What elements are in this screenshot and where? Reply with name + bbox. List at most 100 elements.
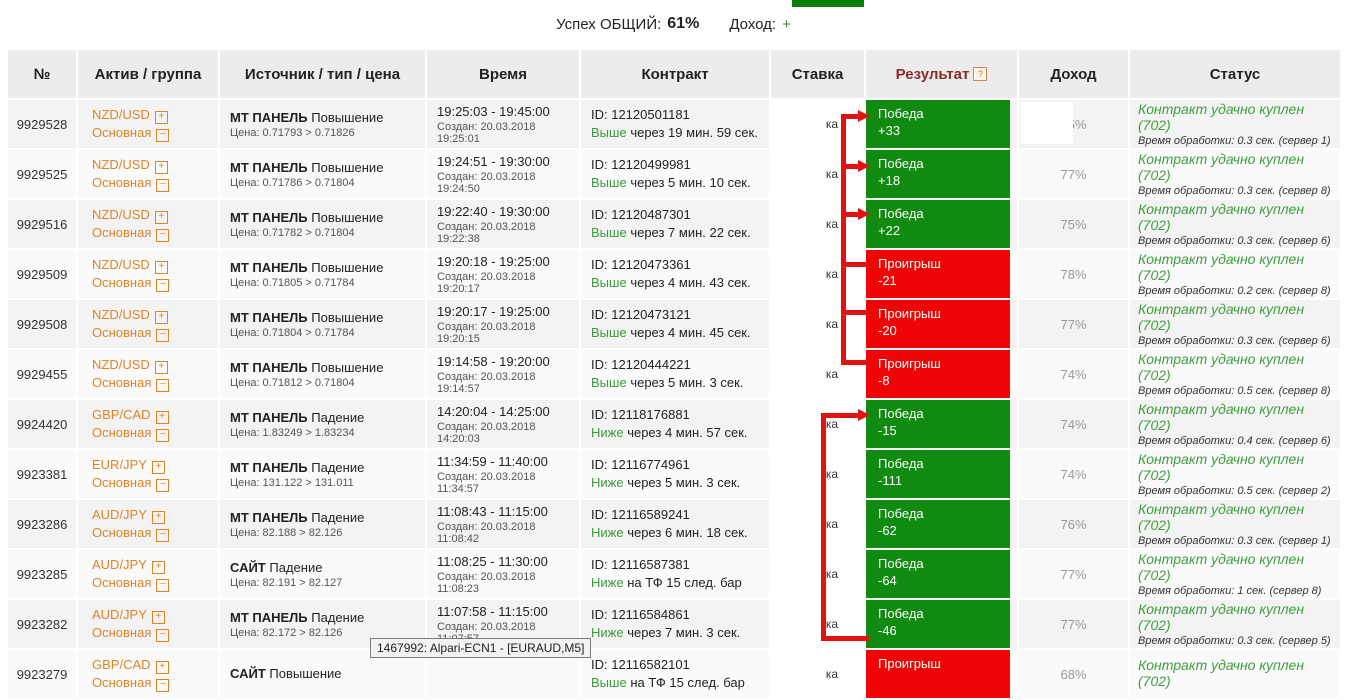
stake-text-fragment: ка xyxy=(825,217,838,231)
price-line: Цена: 0.71793 > 0.71826 xyxy=(230,126,355,139)
group-link[interactable]: Основная xyxy=(92,375,152,390)
source-type-price-cell: МТ ПАНЕЛЬ Падение Цена: 82.188 > 82.126 xyxy=(220,500,425,548)
collapse-minus-icon[interactable]: − xyxy=(156,279,170,292)
time-cell: 19:20:17 - 19:25:00 Создан: 20.03.2018 19… xyxy=(427,300,579,348)
asset-link[interactable]: NZD/USD xyxy=(92,207,150,222)
group-link[interactable]: Основная xyxy=(92,675,152,690)
price-line: Цена: 82.188 > 82.126 xyxy=(230,526,343,539)
direction-word: Ниже xyxy=(591,625,624,640)
contract-cell: ID: 12120499981 Выше через 5 мин. 10 сек. xyxy=(581,150,769,198)
result-value: -20 xyxy=(878,323,897,338)
contract-cell: ID: 12116584861 Ниже через 7 мин. 3 сек. xyxy=(581,600,769,648)
asset-link[interactable]: AUD/JPY xyxy=(92,557,147,572)
expand-plus-icon[interactable]: + xyxy=(155,411,169,424)
direction-word: Выше xyxy=(591,225,627,240)
stake-text-fragment: ка xyxy=(825,467,838,481)
expand-plus-icon[interactable]: + xyxy=(151,461,165,474)
asset-link[interactable]: NZD/USD xyxy=(92,257,150,272)
annotation-branch-row2 xyxy=(841,164,859,169)
direction-word: Выше xyxy=(591,375,627,390)
contract-id: ID: 12120501181 xyxy=(591,107,690,122)
annotation-arrowhead-row2 xyxy=(858,160,870,172)
expand-plus-icon[interactable]: + xyxy=(154,211,168,224)
contract-condition: Ниже на ТФ 15 след. бар xyxy=(591,574,768,592)
asset-link[interactable]: NZD/USD xyxy=(92,357,150,372)
time-cell: 14:20:04 - 14:25:00 Создан: 20.03.2018 14… xyxy=(427,400,579,448)
asset-link[interactable]: NZD/USD xyxy=(92,107,150,122)
group-line: Основная − xyxy=(92,674,217,692)
collapse-minus-icon[interactable]: − xyxy=(156,629,170,642)
collapse-minus-icon[interactable]: − xyxy=(156,229,170,242)
stake-cell-censored: ка xyxy=(771,300,864,348)
collapse-minus-icon[interactable]: − xyxy=(156,129,170,142)
collapse-minus-icon[interactable]: − xyxy=(156,429,170,442)
trade-number-cell: 9923381 xyxy=(8,450,76,498)
group-link[interactable]: Основная xyxy=(92,325,152,340)
group-link[interactable]: Основная xyxy=(92,525,152,540)
expand-plus-icon[interactable]: + xyxy=(154,311,168,324)
source-name: САЙТ xyxy=(230,665,266,681)
group-link[interactable]: Основная xyxy=(92,275,152,290)
asset-link[interactable]: AUD/JPY xyxy=(92,607,147,622)
column-header-3: Источник / тип / цена xyxy=(220,50,425,98)
expand-plus-icon[interactable]: + xyxy=(154,261,168,274)
contract-condition: Выше через 4 мин. 43 сек. xyxy=(591,274,768,292)
collapse-minus-icon[interactable]: − xyxy=(156,479,170,492)
summary-bar: Успех ОБЩИЙ: 61% Доход: + xyxy=(0,0,1347,48)
expand-plus-icon[interactable]: + xyxy=(154,111,168,124)
asset-link[interactable]: NZD/USD xyxy=(92,157,150,172)
collapse-minus-icon[interactable]: − xyxy=(156,679,170,692)
group-link[interactable]: Основная xyxy=(92,425,152,440)
move-type: Падение xyxy=(311,409,365,425)
group-link[interactable]: Основная xyxy=(92,475,152,490)
stake-text-fragment: ка xyxy=(825,667,838,681)
group-line: Основная − xyxy=(92,474,217,492)
move-type: Повышение xyxy=(311,259,384,275)
collapse-minus-icon[interactable]: − xyxy=(156,579,170,592)
annotation-branch-row7 xyxy=(821,413,859,418)
result-help-icon[interactable]: ? xyxy=(973,66,988,81)
expand-plus-icon[interactable]: + xyxy=(151,561,165,574)
move-type: Падение xyxy=(311,609,365,625)
time-cell: 11:08:43 - 11:15:00 Создан: 20.03.2018 11… xyxy=(427,500,579,548)
asset-link[interactable]: GBP/CAD xyxy=(92,407,151,422)
group-link[interactable]: Основная xyxy=(92,225,152,240)
collapse-minus-icon[interactable]: − xyxy=(156,329,170,342)
result-value: -21 xyxy=(878,273,897,288)
income-cell: 77% xyxy=(1019,550,1128,598)
income-percent: 74% xyxy=(1060,416,1087,432)
column-header-label: Актив / группа xyxy=(94,65,202,83)
move-type: Падение xyxy=(311,509,365,525)
success-label: Успех ОБЩИЙ: xyxy=(556,15,662,33)
expand-plus-icon[interactable]: + xyxy=(154,161,168,174)
table-row: 9929528 NZD/USD + Основная − МТ ПАНЕЛЬ Повыше… xyxy=(8,100,1340,148)
status-cell: Контракт удачно куплен (702) xyxy=(1130,650,1340,698)
trade-number-cell: 9924420 xyxy=(8,400,76,448)
asset-line: AUD/JPY + xyxy=(92,606,217,624)
group-link[interactable]: Основная xyxy=(92,625,152,640)
price-line: Цена: 131.122 > 131.011 xyxy=(230,476,354,489)
expand-plus-icon[interactable]: + xyxy=(151,611,165,624)
asset-link[interactable]: NZD/USD xyxy=(92,307,150,322)
trade-number-cell: 9929508 xyxy=(8,300,76,348)
source-type-price-cell: МТ ПАНЕЛЬ Повышение Цена: 0.71805 > 0.717… xyxy=(220,250,425,298)
move-type: Повышение xyxy=(311,159,384,175)
status-message: Контракт удачно куплен (702) xyxy=(1138,101,1305,133)
collapse-minus-icon[interactable]: − xyxy=(156,529,170,542)
expand-plus-icon[interactable]: + xyxy=(154,361,168,374)
collapse-minus-icon[interactable]: − xyxy=(156,179,170,192)
asset-link[interactable]: GBP/CAD xyxy=(92,657,151,672)
asset-link[interactable]: AUD/JPY xyxy=(92,507,147,522)
income-censor-overlay xyxy=(1021,102,1073,144)
group-link[interactable]: Основная xyxy=(92,575,152,590)
collapse-minus-icon[interactable]: − xyxy=(156,379,170,392)
expand-plus-icon[interactable]: + xyxy=(155,661,169,674)
expand-plus-icon[interactable]: + xyxy=(151,511,165,524)
trades-table: № Актив / группа Источник / тип / цена Врем… xyxy=(6,48,1342,700)
group-link[interactable]: Основная xyxy=(92,175,152,190)
status-message: Контракт удачно куплен (702) xyxy=(1138,501,1305,533)
group-link[interactable]: Основная xyxy=(92,125,152,140)
asset-link[interactable]: EUR/JPY xyxy=(92,457,147,472)
time-range: 11:34:59 - 11:40:00 xyxy=(437,453,548,469)
income-expand-link[interactable]: + xyxy=(782,15,791,33)
